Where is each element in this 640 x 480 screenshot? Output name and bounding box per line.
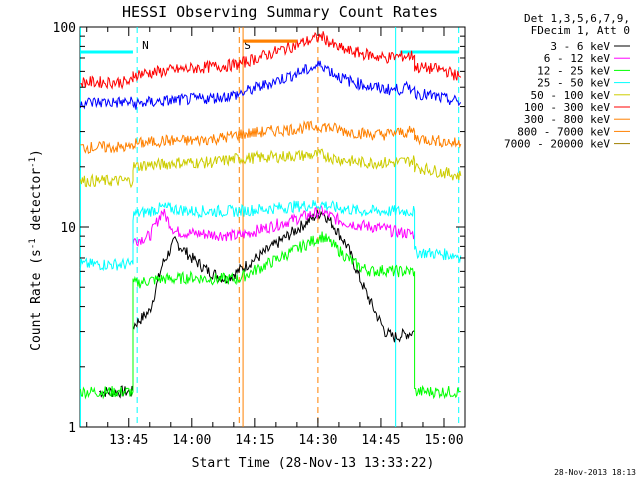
x-axis-label: Start Time (28-Nov-13 13:33:22) — [192, 456, 435, 471]
legend-label: 12 - 25 keV — [537, 64, 610, 77]
x-tick-label: 14:30 — [298, 433, 337, 448]
y-tick-label: 1 — [68, 421, 76, 436]
y-tick-label: 100 — [53, 21, 76, 36]
series-line — [79, 148, 462, 189]
series-line — [80, 119, 462, 155]
y-tick-label: 10 — [60, 221, 76, 236]
y-axis: 1 10 100 — [53, 21, 465, 436]
footer-timestamp: 28-Nov-2013 18:13 — [554, 468, 636, 477]
series-line — [79, 231, 461, 400]
y-axis-label: Count Rate (s-1 detector-1) — [28, 149, 44, 351]
legend-label: 3 - 6 keV — [550, 40, 610, 53]
x-tick-label: 14:45 — [361, 433, 400, 448]
marker-label: S — [244, 39, 251, 52]
legend-label: 7000 - 20000 keV — [504, 138, 610, 151]
y-label-main: Count Rate (s — [29, 249, 44, 351]
chart-title: HESSI Observing Summary Count Rates — [122, 3, 438, 21]
y-label-end: ) — [29, 149, 44, 157]
series-lines — [79, 31, 462, 400]
marker-label: N — [142, 39, 149, 52]
series-line — [98, 209, 415, 399]
legend-label: 100 - 300 keV — [524, 101, 610, 114]
legend-label: 6 - 12 keV — [544, 52, 611, 65]
legend-label: 800 - 7000 keV — [517, 125, 610, 138]
legend-header: FDecim 1, Att 0 — [531, 24, 630, 37]
y-label-mid: detector — [29, 168, 44, 239]
legend: Det 1,3,5,6,7,9,FDecim 1, Att 0 3 - 6 keV… — [504, 12, 630, 151]
y-label-sup1: -1 — [28, 238, 38, 249]
legend-header: Det 1,3,5,6,7,9, — [524, 12, 630, 25]
x-tick-label: 15:00 — [424, 433, 463, 448]
series-line — [79, 200, 462, 272]
legend-label: 25 - 50 keV — [537, 77, 610, 90]
series-line — [80, 31, 462, 90]
series-line — [132, 204, 416, 247]
x-axis: 13:45 14:00 14:15 14:30 14:45 15:00 — [86, 27, 466, 448]
y-label-sup2: -1 — [28, 157, 38, 168]
legend-label: 50 - 100 keV — [531, 89, 611, 102]
legend-label: 300 - 800 keV — [524, 113, 610, 126]
series-line — [79, 60, 462, 110]
x-tick-label: 13:45 — [109, 433, 148, 448]
x-tick-label: 14:00 — [172, 433, 211, 448]
x-tick-label: 14:15 — [235, 433, 274, 448]
